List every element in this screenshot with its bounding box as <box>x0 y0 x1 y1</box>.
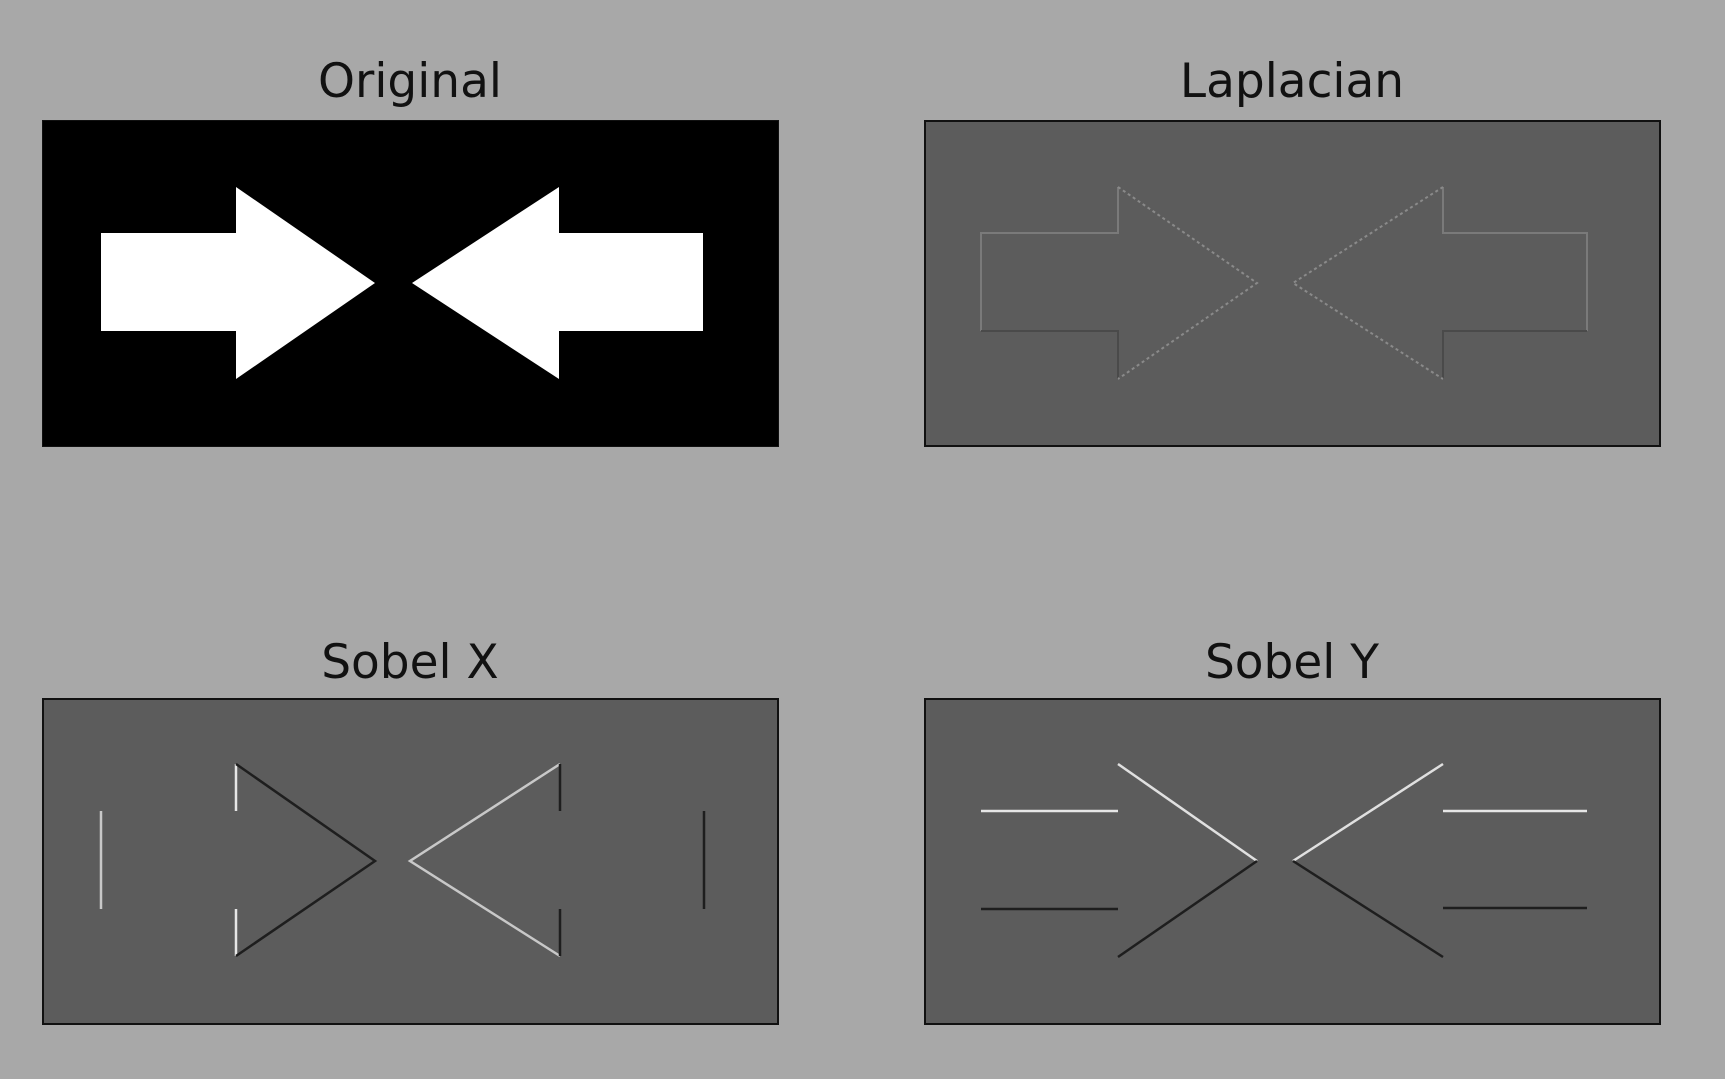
sobel-y-right-arrow-upper-diagonal <box>1117 762 1258 863</box>
laplacian-right-arrow-outline-light <box>980 187 1119 331</box>
sobel-x-right-arrow-tip <box>235 762 378 958</box>
sobel-y-left-arrow-upper-diagonal <box>1292 762 1444 863</box>
sobel-y-right-arrow-lower-diagonal <box>1117 859 1258 959</box>
sobel-y-edges <box>981 762 1587 959</box>
sobel-y-left-arrow-lower-diagonal <box>1292 859 1444 959</box>
panel-original-image <box>42 120 779 447</box>
sobel-x-left-arrow-tip <box>407 762 561 958</box>
laplacian-right-arrow-tip <box>1117 186 1259 380</box>
panel-sobel-y-image <box>924 698 1661 1025</box>
panel-sobel-x-image <box>42 698 779 1025</box>
panel-title-laplacian: Laplacian <box>1179 54 1405 109</box>
sobel-x-edges <box>99 762 706 958</box>
left-pointing-arrow <box>412 187 703 379</box>
sobel-y-background <box>924 698 1661 1025</box>
laplacian-right-arrow-outline-dark <box>981 330 1119 379</box>
laplacian-left-arrow-tip <box>1291 186 1444 380</box>
panel-title-sobel-x: Sobel X <box>321 635 499 690</box>
laplacian-background <box>924 120 1661 447</box>
laplacian-left-arrow-outline-dark <box>1442 330 1587 379</box>
panel-title-original: Original <box>318 54 502 109</box>
panel-laplacian-image <box>924 120 1661 447</box>
panel-title-sobel-y: Sobel Y <box>1204 635 1380 690</box>
right-pointing-arrow <box>101 187 375 379</box>
laplacian-left-arrow-outline-light <box>1442 187 1588 331</box>
laplacian-edges <box>980 186 1588 380</box>
